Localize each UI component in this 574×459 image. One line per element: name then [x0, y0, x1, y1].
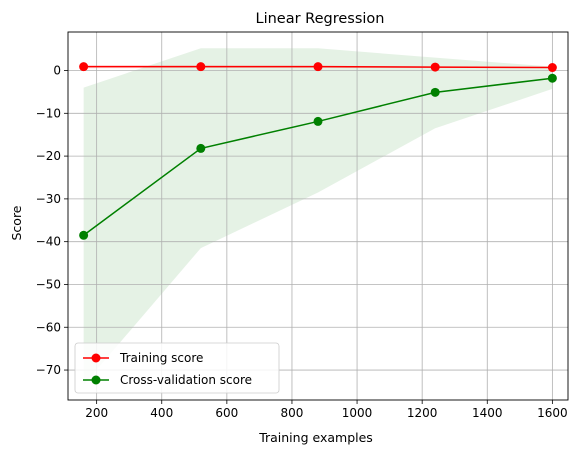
y-axis-ticks: 0 −10 −20 −30 −40 −50 −60 −70 [36, 64, 68, 377]
series-0-point-1 [196, 62, 206, 72]
series-1-point-3 [430, 87, 440, 97]
x-tick-label-5: 1200 [407, 406, 438, 420]
grid-lines [68, 32, 568, 400]
series-points [79, 62, 557, 240]
series-1-point-0 [79, 230, 89, 240]
x-tick-label-0: 200 [85, 406, 108, 420]
x-axis-ticks: 200 400 600 800 1000 1200 1400 1600 [85, 400, 568, 420]
x-axis-label: Training examples [258, 430, 373, 445]
x-tick-label-7: 1600 [537, 406, 568, 420]
series-0-point-4 [547, 63, 557, 73]
legend-training-label: Training score [119, 351, 203, 365]
y-tick-label-1: −10 [36, 106, 61, 120]
y-tick-label-5: −50 [36, 277, 61, 291]
legend-cv-marker [91, 375, 101, 385]
y-axis-label: Score [9, 205, 24, 240]
x-tick-label-2: 600 [215, 406, 238, 420]
confidence-band-1 [83, 48, 553, 386]
y-tick-label-3: −30 [36, 192, 61, 206]
y-tick-label-0: 0 [53, 64, 61, 78]
y-tick-label-7: −70 [36, 363, 61, 377]
chart-title: Linear Regression [256, 11, 385, 27]
y-tick-label-6: −60 [36, 320, 61, 334]
x-tick-label-1: 400 [150, 406, 173, 420]
series-0-point-3 [430, 62, 440, 72]
x-tick-label-4: 1000 [342, 406, 373, 420]
y-tick-label-2: −20 [36, 149, 61, 163]
y-tick-label-4: −40 [36, 235, 61, 249]
series-0-point-2 [313, 62, 323, 72]
series-0-point-0 [79, 62, 89, 72]
series-1-point-4 [547, 73, 557, 83]
legend-cv-label: Cross-validation score [120, 373, 252, 387]
series-1-point-1 [196, 143, 206, 153]
series-1-point-2 [313, 116, 323, 126]
legend-box [74, 342, 280, 394]
legend-training-marker [91, 353, 101, 363]
x-tick-label-3: 800 [281, 406, 304, 420]
plot-frame [67, 31, 569, 401]
legend: Training score Cross-validation score [74, 342, 280, 394]
x-tick-label-6: 1400 [472, 406, 503, 420]
